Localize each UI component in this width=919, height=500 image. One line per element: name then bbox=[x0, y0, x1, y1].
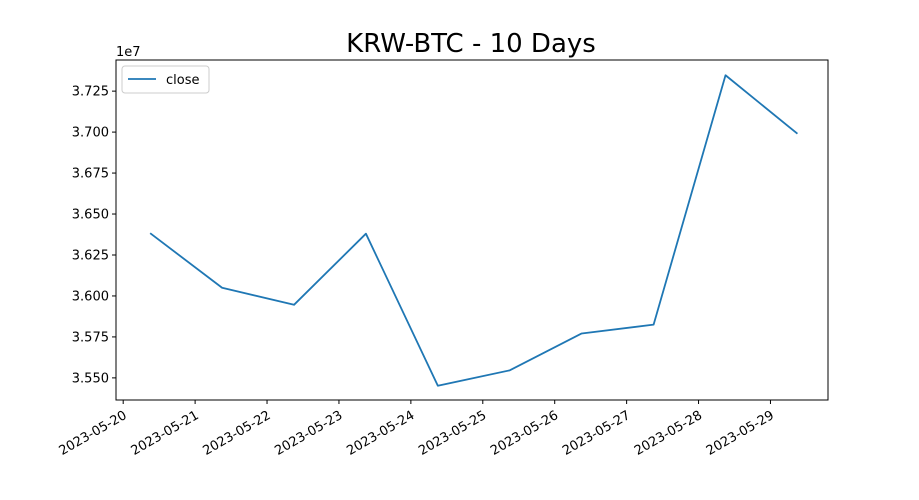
y-tick-label: 3.575 bbox=[72, 330, 109, 345]
data-point bbox=[437, 385, 439, 387]
series-layer bbox=[149, 74, 798, 387]
data-point bbox=[293, 304, 295, 306]
data-point bbox=[221, 287, 223, 289]
y-tick-label: 3.600 bbox=[72, 289, 109, 304]
y-axis-offset-label: 1e7 bbox=[116, 45, 141, 60]
y-tick-label: 3.725 bbox=[72, 85, 109, 100]
data-point bbox=[149, 232, 151, 234]
y-tick-label: 3.625 bbox=[72, 248, 109, 263]
legend: close bbox=[121, 65, 210, 94]
chart-title: KRW-BTC - 10 Days bbox=[346, 29, 596, 59]
data-point bbox=[796, 133, 798, 135]
data-point bbox=[365, 233, 367, 235]
legend-label-close: close bbox=[166, 73, 199, 88]
y-tick-label: 3.550 bbox=[72, 371, 109, 386]
data-point bbox=[581, 332, 583, 334]
series-line-close bbox=[149, 74, 798, 387]
data-point bbox=[653, 324, 655, 326]
data-point bbox=[725, 74, 727, 76]
y-tick-label: 3.700 bbox=[72, 126, 109, 141]
plot-area-frame bbox=[115, 59, 829, 401]
y-tick-label: 3.675 bbox=[72, 167, 109, 182]
legend-box bbox=[121, 65, 210, 94]
y-tick-label: 3.650 bbox=[72, 208, 109, 223]
y-axis: 3.550 3.575 3.600 3.625 3.650 3.675 3.700 3.725 bbox=[72, 85, 116, 386]
data-point bbox=[509, 369, 511, 371]
